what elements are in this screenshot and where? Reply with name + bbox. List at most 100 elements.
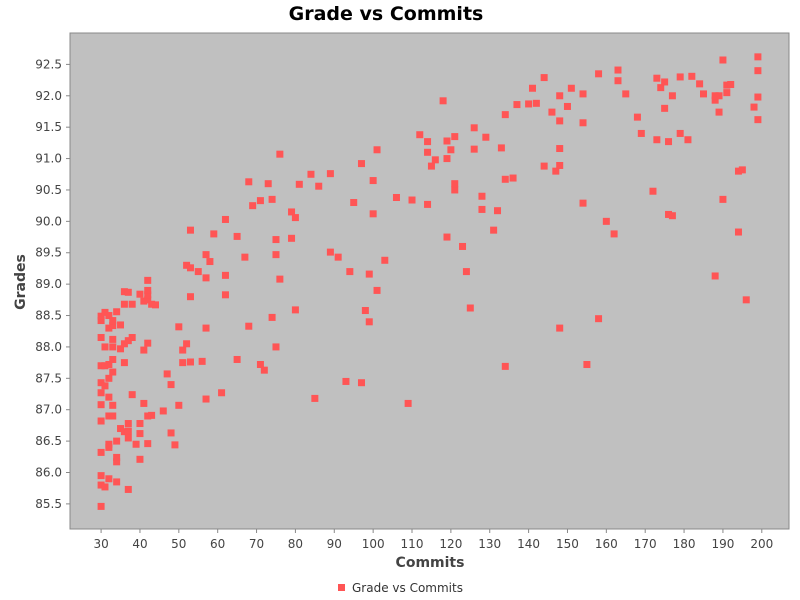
data-point: [715, 92, 723, 100]
data-point: [556, 324, 564, 332]
data-point: [470, 124, 478, 132]
data-point: [365, 318, 373, 326]
data-point: [128, 334, 136, 342]
data-point: [595, 315, 603, 323]
data-point: [392, 193, 400, 201]
data-point: [276, 150, 284, 158]
data-point: [175, 401, 183, 409]
data-point: [346, 268, 354, 276]
data-point: [478, 205, 486, 213]
data-point: [583, 361, 591, 369]
data-point: [117, 321, 125, 329]
data-point: [373, 146, 381, 154]
data-point: [497, 144, 505, 152]
data-point: [404, 399, 412, 407]
y-axis: 85.5 86.0 86.5 87.0 87.5 88.0 88.5 89.0 89.5 90.0…: [35, 57, 70, 511]
data-point: [233, 232, 241, 240]
data-point: [443, 233, 451, 241]
data-point: [140, 346, 148, 354]
data-point: [369, 177, 377, 185]
data-point: [342, 377, 350, 385]
y-axis-label: Grades: [13, 254, 29, 310]
data-point: [501, 362, 509, 370]
data-point: [221, 215, 229, 223]
data-point: [311, 394, 319, 402]
data-point: [540, 162, 548, 170]
data-point: [326, 170, 334, 178]
x-tick-label: 140: [517, 537, 540, 551]
data-point: [696, 80, 704, 88]
data-point: [501, 175, 509, 183]
data-point: [128, 300, 136, 308]
data-point: [105, 412, 113, 420]
data-point: [532, 99, 540, 107]
x-tick-label: 60: [210, 537, 225, 551]
x-tick-label: 130: [478, 537, 501, 551]
data-point: [350, 199, 358, 207]
data-point: [661, 78, 669, 86]
data-point: [179, 359, 187, 367]
data-point: [688, 72, 696, 80]
y-tick-label: 89.0: [35, 277, 62, 291]
data-point: [602, 217, 610, 225]
data-point: [124, 420, 132, 428]
data-point: [307, 170, 315, 178]
data-point: [97, 312, 105, 320]
data-point: [369, 210, 377, 218]
data-point: [113, 458, 121, 466]
data-point: [482, 133, 490, 141]
data-point: [451, 186, 459, 194]
data-point: [268, 313, 276, 321]
data-point: [101, 362, 109, 370]
data-point: [144, 339, 152, 347]
data-point: [291, 214, 299, 222]
data-point: [124, 485, 132, 493]
x-axis: 30 40 50 60 70 80 90 100 110 120 130 140 150 160 170 18…: [93, 529, 773, 551]
data-point: [738, 166, 746, 174]
data-point: [97, 317, 105, 325]
y-tick-label: 87.0: [35, 403, 62, 417]
data-point: [163, 370, 171, 378]
data-point: [206, 258, 214, 266]
data-point: [167, 381, 175, 389]
data-point: [540, 74, 548, 82]
data-point: [97, 481, 105, 489]
data-point: [723, 89, 731, 97]
data-point: [470, 145, 478, 153]
y-tick-label: 90.0: [35, 214, 62, 228]
data-point: [357, 160, 365, 168]
data-point: [408, 196, 416, 204]
data-point: [113, 453, 121, 461]
data-point: [120, 288, 128, 296]
data-point: [579, 90, 587, 98]
data-point: [556, 145, 564, 153]
data-point: [105, 324, 113, 332]
data-point: [754, 93, 762, 101]
data-point: [268, 195, 276, 203]
data-point: [97, 389, 105, 397]
data-point: [657, 84, 665, 92]
data-point: [105, 312, 113, 320]
data-point: [556, 161, 564, 169]
y-tick-label: 89.5: [35, 246, 62, 260]
data-point: [614, 66, 622, 74]
y-tick-label: 85.5: [35, 497, 62, 511]
chart-title: Grade vs Commits: [289, 3, 484, 25]
data-point: [633, 113, 641, 121]
data-point: [734, 228, 742, 236]
data-point: [424, 148, 432, 156]
data-point: [552, 167, 560, 175]
data-point: [198, 357, 206, 365]
data-point: [719, 195, 727, 203]
data-point: [117, 345, 125, 353]
plot-area: [69, 32, 790, 530]
x-tick-label: 70: [249, 537, 264, 551]
data-point: [148, 300, 156, 308]
data-points: [97, 53, 762, 510]
data-point: [334, 253, 342, 261]
data-point: [699, 90, 707, 98]
data-point: [478, 192, 486, 200]
data-point: [260, 366, 268, 374]
data-point: [109, 401, 117, 409]
data-point: [567, 84, 575, 92]
